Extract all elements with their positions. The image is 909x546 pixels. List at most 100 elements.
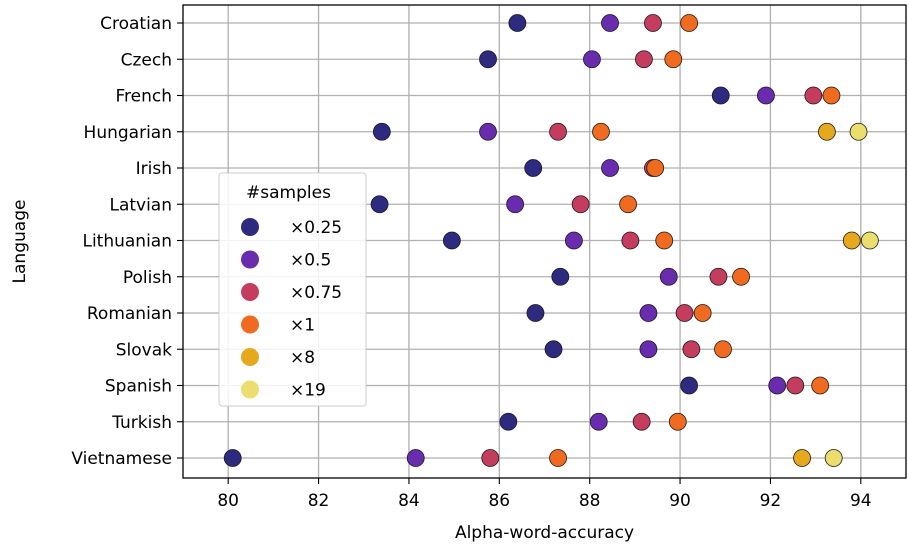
data-point — [693, 304, 712, 322]
data-point — [668, 412, 687, 431]
y-tick-label: Croatian — [100, 14, 172, 34]
data-points — [223, 14, 879, 467]
x-tick-label: 86 — [488, 491, 510, 511]
data-point — [601, 159, 619, 177]
data-point — [639, 340, 658, 359]
y-axis-ticks: Croatian Czech French Hungarian Irish Latvian… — [71, 14, 183, 469]
data-point — [793, 449, 811, 467]
data-point — [524, 159, 543, 177]
y-tick-label: Hungarian — [84, 123, 172, 143]
legend-label: ×0.75 — [290, 283, 342, 303]
legend-marker — [241, 315, 259, 334]
data-point — [732, 267, 750, 286]
data-point — [644, 14, 662, 32]
data-point — [589, 412, 608, 431]
data-point — [223, 449, 242, 467]
data-point — [818, 122, 836, 141]
legend-label: ×19 — [290, 381, 326, 401]
legend-items: ×0.25 ×0.5 ×0.75 ×1 ×8 ×19 — [241, 218, 342, 401]
y-tick-label: Slovak — [116, 340, 172, 360]
y-tick-label: Lithuanian — [82, 232, 172, 252]
y-tick-label: Romanian — [87, 304, 172, 324]
x-tick-label: 90 — [669, 491, 691, 511]
y-tick-label: Spanish — [105, 377, 172, 397]
data-point — [664, 50, 683, 69]
data-point — [714, 340, 732, 359]
data-point — [655, 231, 674, 250]
legend-label: ×1 — [290, 316, 315, 336]
data-point — [506, 195, 525, 214]
y-tick-label: Vietnamese — [71, 449, 172, 469]
data-point — [811, 376, 830, 395]
data-point — [571, 195, 590, 214]
legend-label: ×0.5 — [290, 251, 331, 271]
x-tick-label: 94 — [850, 491, 872, 511]
legend-marker — [241, 348, 259, 366]
data-point — [551, 267, 570, 286]
x-tick-label: 80 — [217, 491, 239, 511]
data-point — [680, 14, 698, 32]
data-point — [849, 122, 868, 141]
data-point — [508, 14, 527, 32]
x-axis-ticks: 80 82 84 86 88 90 92 94 — [217, 478, 872, 511]
data-point — [757, 86, 775, 105]
data-point — [635, 50, 653, 69]
legend-marker — [241, 218, 259, 236]
data-point — [442, 231, 461, 250]
data-point — [372, 122, 391, 141]
data-point — [370, 195, 389, 214]
data-point — [786, 376, 805, 395]
x-tick-label: 92 — [760, 491, 782, 511]
data-point — [621, 231, 640, 250]
data-point — [481, 449, 500, 467]
data-point — [549, 449, 567, 467]
x-axis-label: Alpha-word-accuracy — [455, 523, 634, 543]
data-point — [675, 304, 694, 322]
legend-marker — [241, 380, 259, 399]
data-point — [526, 304, 545, 322]
legend-marker — [241, 250, 259, 269]
data-point — [544, 340, 563, 359]
legend-label: ×0.25 — [290, 218, 342, 238]
data-point — [619, 195, 637, 214]
data-point — [499, 412, 518, 431]
data-point — [639, 304, 658, 322]
data-point — [804, 86, 823, 105]
data-point — [601, 14, 619, 32]
plot-area — [182, 4, 907, 479]
data-point — [860, 231, 879, 250]
y-tick-label: Turkish — [111, 413, 172, 433]
y-tick-label: Czech — [121, 50, 172, 70]
legend-title: #samples — [246, 183, 331, 203]
data-point — [659, 267, 678, 286]
data-point — [682, 340, 701, 359]
y-tick-label: Polish — [123, 268, 172, 288]
y-tick-label: Irish — [136, 159, 172, 179]
legend-label: ×8 — [290, 348, 315, 368]
y-tick-label: Latvian — [109, 195, 172, 215]
legend-marker — [241, 283, 259, 301]
y-axis-label: Language — [10, 200, 30, 284]
data-point — [711, 86, 730, 105]
data-point — [564, 231, 583, 250]
data-point — [680, 376, 698, 395]
data-point — [768, 376, 787, 395]
x-tick-label: 84 — [398, 491, 420, 511]
y-tick-label: French — [115, 87, 172, 107]
data-point — [646, 159, 665, 177]
data-point — [406, 449, 425, 467]
data-point — [632, 412, 651, 431]
data-point — [824, 449, 843, 467]
grid-lines — [183, 5, 906, 478]
data-point — [549, 122, 567, 141]
x-tick-label: 88 — [579, 491, 601, 511]
data-point — [709, 267, 728, 286]
legend: #samples ×0.25 ×0.5 ×0.75 ×1 ×8 ×19 — [218, 172, 367, 407]
data-point — [842, 231, 861, 250]
data-point — [583, 50, 601, 69]
x-tick-label: 82 — [308, 491, 330, 511]
data-point — [479, 122, 497, 141]
data-point — [479, 50, 497, 69]
data-point — [592, 122, 610, 141]
